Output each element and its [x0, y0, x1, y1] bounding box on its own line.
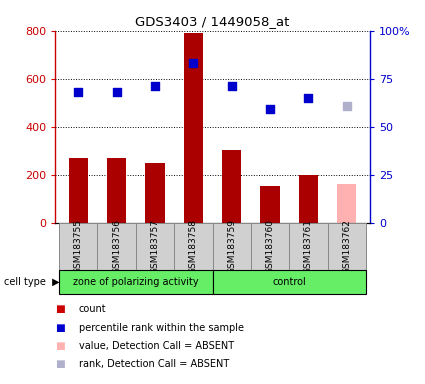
Text: GSM183761: GSM183761 [304, 219, 313, 274]
Title: GDS3403 / 1449058_at: GDS3403 / 1449058_at [135, 15, 290, 28]
Bar [107, 158, 126, 223]
Bar [59, 270, 212, 294]
Bar [337, 184, 356, 223]
Point [152, 83, 159, 89]
Text: GSM183760: GSM183760 [266, 219, 275, 274]
Bar [184, 33, 203, 223]
Bar [212, 270, 366, 294]
Point [305, 95, 312, 101]
Text: percentile rank within the sample: percentile rank within the sample [79, 323, 244, 333]
Bar [69, 158, 88, 223]
Text: rank, Detection Call = ABSENT: rank, Detection Call = ABSENT [79, 359, 229, 369]
Point [75, 89, 82, 95]
Text: zone of polarizing activity: zone of polarizing activity [73, 277, 198, 287]
Point [343, 103, 350, 109]
Point [228, 83, 235, 89]
Point [190, 60, 197, 66]
Text: GSM183758: GSM183758 [189, 219, 198, 274]
Bar [251, 223, 289, 271]
Bar [212, 223, 251, 271]
Text: ■: ■ [55, 341, 65, 351]
Text: value, Detection Call = ABSENT: value, Detection Call = ABSENT [79, 341, 234, 351]
Text: GSM183755: GSM183755 [74, 219, 83, 274]
Text: GSM183756: GSM183756 [112, 219, 121, 274]
Bar [299, 175, 318, 223]
Bar [289, 223, 328, 271]
Text: count: count [79, 304, 106, 314]
Bar [59, 223, 97, 271]
Text: GSM183757: GSM183757 [150, 219, 159, 274]
Bar [136, 223, 174, 271]
Text: ■: ■ [55, 323, 65, 333]
Bar [261, 186, 280, 223]
Bar [97, 223, 136, 271]
Text: ■: ■ [55, 304, 65, 314]
Point [266, 106, 273, 113]
Bar [145, 163, 164, 223]
Text: cell type  ▶: cell type ▶ [4, 277, 60, 287]
Text: GSM183762: GSM183762 [342, 219, 351, 274]
Point [113, 89, 120, 95]
Text: GSM183759: GSM183759 [227, 219, 236, 274]
Bar [174, 223, 212, 271]
Bar [222, 149, 241, 223]
Bar [328, 223, 366, 271]
Text: ■: ■ [55, 359, 65, 369]
Text: control: control [272, 277, 306, 287]
